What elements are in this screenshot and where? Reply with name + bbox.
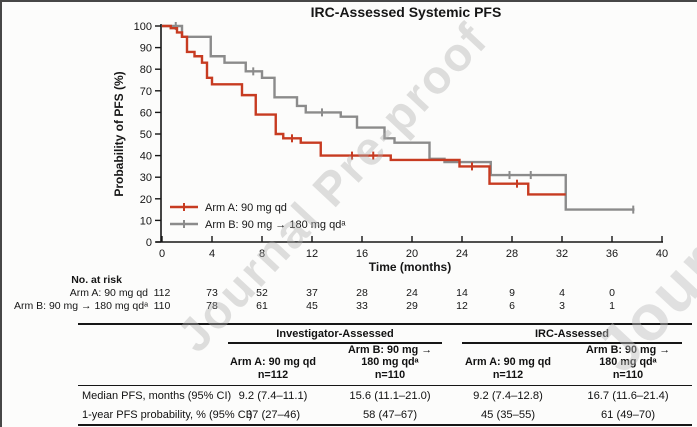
arm-b-curve [162, 24, 635, 211]
y-tick-label: 70 [140, 86, 152, 98]
row-label-median-pfs: Median PFS, months (95% CI) [82, 389, 232, 402]
risk-table-heading: No. at risk [71, 274, 122, 286]
legend-arm-b: Arm B: 90 mg → 180 mg qdᵃ [170, 219, 346, 231]
risk-value: 37 [306, 287, 318, 299]
x-tick-label: 12 [306, 248, 318, 260]
risk-value: 6 [509, 300, 515, 312]
summary-data-row: Median PFS, months (95% CI) 9.2 (7.4–11.1… [78, 386, 692, 405]
group-header-label: IRC-Assessed [535, 328, 609, 340]
summary-cell: 58 (47–67) [362, 408, 418, 421]
column-header-2: Arm B: 90 mg → 180 mg qdᵃ n=110 [328, 344, 452, 385]
risk-value: 0 [609, 287, 615, 299]
x-tick-label: 40 [656, 248, 668, 260]
risk-value: 4 [559, 287, 565, 299]
y-axis-label: Probability of PFS (%) [112, 71, 126, 196]
x-tick-label: 20 [406, 248, 418, 260]
group-header-investigator: Investigator-Assessed [218, 325, 452, 344]
y-tick-label: 90 [140, 43, 152, 55]
x-tick-label: 8 [259, 248, 265, 260]
summary-group-header-row: Investigator-Assessed IRC-Assessed [78, 325, 692, 344]
y-tick-label: 0 [146, 237, 152, 249]
legend-arm-a: Arm A: 90 mg qd [170, 202, 287, 214]
summary-header-rule [78, 384, 692, 387]
y-tick-label: 10 [140, 215, 152, 227]
group-header-irc: IRC-Assessed [452, 325, 692, 344]
risk-value: 112 [153, 287, 171, 299]
summary-bottom-rule [78, 424, 692, 426]
row-label-1year-pfs: 1-year PFS probability, % (95% CI) [82, 408, 253, 421]
legend-label: Arm A: 90 mg qd [205, 202, 287, 214]
y-tick-label: 30 [140, 172, 152, 184]
y-tick-label: 60 [140, 107, 152, 119]
column-header-1: Arm A: 90 mg qd n=112 [218, 344, 328, 385]
y-tick-label: 100 [134, 21, 152, 33]
pfs-summary-table: Investigator-Assessed IRC-Assessed Arm A: … [78, 323, 692, 426]
x-tick-label: 4 [209, 248, 215, 260]
km-chart-svg: IRC-Assessed Systemic PFS010203040506070… [112, 4, 668, 274]
risk-value: 45 [306, 300, 318, 312]
y-tick-label: 80 [140, 64, 152, 76]
summary-cell: 37 (27–46) [245, 408, 301, 421]
column-header-text: Arm B: 90 mg → 180 mg qdᵃ n=110 [348, 343, 432, 381]
summary-cell: 9.2 (7.4–11.1) [238, 389, 308, 402]
group-header-underline [462, 342, 682, 344]
risk-value: 78 [206, 300, 218, 312]
x-tick-label: 16 [356, 248, 368, 260]
x-tick-label: 36 [606, 248, 618, 260]
y-tick-label: 20 [140, 194, 152, 206]
risk-value: 61 [256, 300, 268, 312]
summary-cell: 16.7 (11.6–21.4) [587, 389, 669, 402]
x-axis-label: Time (months) [369, 260, 451, 274]
summary-data-row: 1-year PFS probability, % (95% CI) 37 (27… [78, 405, 692, 424]
column-header-text: Arm A: 90 mg qd n=112 [230, 356, 316, 381]
column-header-3: Arm A: 90 mg qd n=112 [452, 344, 564, 385]
column-header-4: Arm B: 90 mg → 180 mg qdᵃ n=110 [564, 344, 692, 385]
x-tick-label: 0 [159, 248, 165, 260]
risk-value: 28 [356, 287, 368, 299]
y-tick-label: 40 [140, 151, 152, 163]
km-chart: IRC-Assessed Systemic PFS 0 10 20 30 40 50 60 70… [2, 2, 697, 274]
risk-value: 3 [559, 300, 565, 312]
summary-header-spacer [78, 344, 218, 385]
legend-label: Arm B: 90 mg → 180 mg qdᵃ [205, 219, 346, 231]
risk-row-label-arm-a: Arm A: 90 mg qd [69, 287, 148, 299]
chart-title: IRC-Assessed Systemic PFS [311, 4, 502, 20]
risk-value: 29 [406, 300, 418, 312]
risk-value: 9 [509, 287, 515, 299]
summary-cell: 15.6 (11.1–21.0) [349, 389, 431, 402]
risk-value: 12 [456, 300, 468, 312]
risk-value: 33 [356, 300, 368, 312]
risk-value: 24 [406, 287, 418, 299]
column-header-text: Arm B: 90 mg → 180 mg qdᵃ n=110 [586, 343, 670, 381]
arm-a-curve [162, 24, 566, 196]
x-tick-label: 28 [506, 248, 518, 260]
risk-value: 52 [256, 287, 268, 299]
group-header-underline [228, 342, 442, 344]
risk-value: 14 [456, 287, 468, 299]
risk-value: 73 [206, 287, 218, 299]
risk-row-label-arm-b: Arm B: 90 mg → 180 mg qdᵃ [13, 300, 148, 312]
summary-cell: 45 (35–55) [480, 408, 536, 421]
summary-cell: 9.2 (7.4–12.8) [473, 389, 543, 402]
summary-cell: 61 (49–70) [600, 408, 656, 421]
column-header-text: Arm A: 90 mg qd n=112 [465, 356, 551, 381]
summary-top-rule [78, 323, 692, 325]
x-tick-label: 32 [556, 248, 568, 260]
risk-value: 1 [609, 300, 615, 312]
summary-group-spacer [78, 325, 218, 344]
group-header-label: Investigator-Assessed [276, 328, 394, 340]
x-tick-label: 24 [456, 248, 468, 260]
risk-value: 110 [153, 300, 171, 312]
summary-column-header-row: Arm A: 90 mg qd n=112 Arm B: 90 mg → 180 mg… [78, 344, 692, 385]
y-tick-label: 50 [140, 129, 152, 141]
